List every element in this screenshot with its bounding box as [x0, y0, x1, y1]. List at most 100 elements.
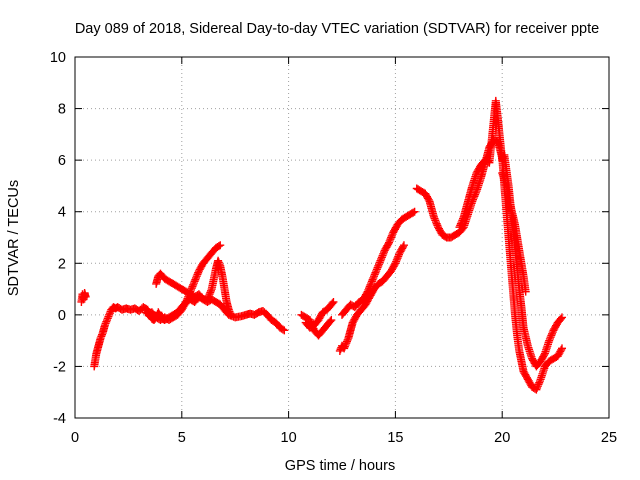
y-tick-label: -2 [53, 359, 66, 375]
data-point [399, 242, 408, 251]
data-point [204, 291, 213, 300]
data-point [558, 313, 567, 322]
data-point [375, 258, 384, 267]
data-point [366, 280, 375, 289]
data-point [97, 332, 106, 341]
data-point [182, 297, 191, 306]
data-point [548, 329, 557, 338]
data-point [225, 307, 234, 316]
data-point [378, 251, 387, 260]
y-tick-label: 2 [58, 256, 66, 272]
data-point [533, 383, 542, 392]
data-point [96, 334, 105, 343]
data-point [456, 219, 465, 228]
x-tick-label: 10 [281, 430, 297, 446]
data-point [392, 257, 401, 266]
data-point [205, 290, 214, 299]
data-point [392, 255, 401, 264]
data-point [215, 260, 224, 269]
data-point [342, 337, 351, 346]
data-point [410, 207, 419, 216]
data-point [369, 273, 378, 282]
data-point [394, 252, 403, 261]
y-tick-label: -4 [53, 411, 66, 427]
data-point [340, 342, 349, 351]
data-point [547, 331, 556, 340]
data-point [278, 325, 287, 334]
data-point [370, 272, 379, 281]
data-point [214, 258, 223, 267]
data-point [206, 288, 215, 297]
data-point [340, 344, 349, 353]
data-point [193, 270, 202, 279]
data-point [226, 310, 235, 319]
data-point [459, 214, 468, 223]
data-point [329, 297, 338, 306]
axis-ticks: 0 5 10 15 20 25 -4 -2 0 2 4 6 8 10 [50, 50, 617, 446]
x-tick-label: 5 [178, 430, 186, 446]
data-point [365, 284, 374, 293]
data-point [431, 216, 440, 225]
data-point [187, 284, 196, 293]
data-point [385, 236, 394, 245]
data-point [104, 312, 113, 321]
y-axis-label: SDTVAR / TECUs [6, 180, 22, 296]
x-tick-label: 20 [494, 430, 510, 446]
data-point [377, 253, 386, 262]
data-point [100, 321, 109, 330]
y-tick-label: 4 [58, 205, 66, 221]
data-point [364, 285, 373, 294]
data-point [105, 310, 114, 319]
data-point [556, 314, 565, 323]
data-point [363, 287, 372, 296]
data-point [226, 309, 235, 318]
y-tick-label: 6 [58, 153, 66, 169]
data-point [533, 382, 542, 391]
data-point [430, 214, 439, 223]
data-point [280, 326, 289, 335]
data-point [203, 295, 212, 304]
data-point [327, 316, 336, 325]
x-tick-label: 15 [387, 430, 403, 446]
data-point [377, 254, 386, 263]
data-point [188, 282, 197, 291]
data-point [386, 235, 395, 244]
data-point [224, 305, 233, 314]
data-point [540, 351, 549, 360]
data-point [558, 344, 567, 353]
data-point [432, 219, 441, 228]
data-point [326, 317, 335, 326]
data-point [429, 212, 438, 221]
data-point [379, 249, 388, 258]
chart-title: Day 089 of 2018, Sidereal Day-to-day VTE… [75, 21, 599, 37]
data-point [532, 385, 541, 394]
y-tick-label: 0 [58, 308, 66, 324]
data-point [458, 216, 467, 225]
data-point [372, 267, 381, 276]
data-point [341, 340, 350, 349]
data-point [534, 380, 543, 389]
data-point [457, 218, 466, 227]
data-point [189, 280, 198, 289]
data-point [431, 218, 440, 227]
data-point [328, 299, 337, 308]
data-point [204, 293, 213, 302]
data-point [206, 286, 215, 295]
data-point [371, 268, 380, 277]
data-point [192, 273, 201, 282]
data-point [105, 309, 114, 318]
data-point [456, 221, 465, 230]
data-point [399, 241, 408, 250]
data-point [214, 256, 223, 265]
data-point [391, 259, 400, 268]
data-point [189, 279, 198, 288]
data-point [521, 287, 530, 296]
x-tick-label: 25 [601, 430, 617, 446]
data-point [535, 377, 544, 386]
data-point [387, 231, 396, 240]
data-point [376, 256, 385, 265]
data-point [546, 333, 555, 342]
y-tick-label: 8 [58, 102, 66, 118]
